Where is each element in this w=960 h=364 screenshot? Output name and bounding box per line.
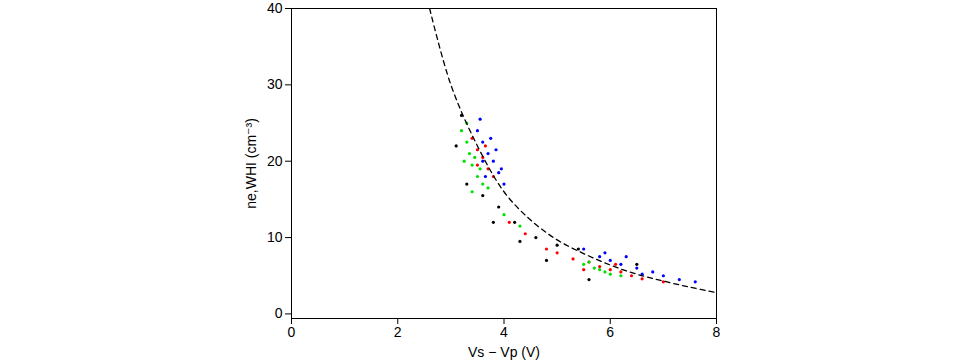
svg-text:4: 4 xyxy=(500,324,508,340)
svg-text:0: 0 xyxy=(288,324,296,340)
svg-text:2: 2 xyxy=(394,324,402,340)
svg-text:6: 6 xyxy=(606,324,614,340)
svg-text:40: 40 xyxy=(267,0,283,16)
svg-text:10: 10 xyxy=(267,229,283,245)
svg-text:Vs − Vp (V): Vs − Vp (V) xyxy=(468,344,540,360)
svg-text:ne,WHI (cm⁻³): ne,WHI (cm⁻³) xyxy=(243,118,259,209)
svg-text:20: 20 xyxy=(267,153,283,169)
svg-text:8: 8 xyxy=(713,324,721,340)
svg-text:30: 30 xyxy=(267,76,283,92)
svg-text:0: 0 xyxy=(275,305,283,321)
